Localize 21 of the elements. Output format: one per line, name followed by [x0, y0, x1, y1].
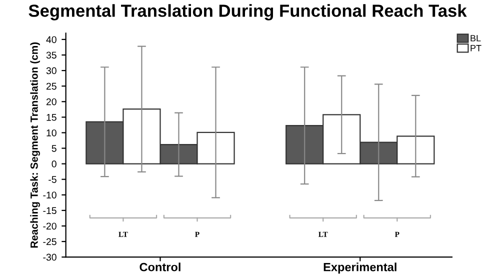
y-tick-label: -5: [48, 176, 56, 183]
chart-title: Segmental Translation During Functional Reach Task: [28, 4, 467, 20]
y-tick-label: -25: [43, 238, 56, 246]
y-tick-label: 0: [52, 160, 56, 168]
legend-label: PT: [470, 45, 482, 52]
y-tick-label: -15: [43, 207, 56, 214]
y-tick-label: 15: [46, 114, 56, 121]
y-tick-label: 40: [46, 36, 56, 44]
text: Experimental: [324, 262, 396, 274]
y-tick-label: -30: [43, 254, 56, 261]
y-tick-label: -10: [43, 192, 56, 199]
y-tick-label: 35: [46, 52, 56, 59]
y-tick-label: 20: [46, 98, 56, 106]
y-axis-title: Reaching Task: Segment Translation (cm): [30, 42, 40, 248]
y-tick-label: 5: [52, 145, 56, 152]
text: Control: [140, 262, 180, 272]
y-tick-label: 10: [46, 129, 56, 136]
y-tick-label: -20: [43, 222, 56, 230]
legend-label: BL: [470, 35, 481, 42]
y-tick-label: 25: [46, 82, 56, 90]
y-tick-label: 30: [46, 67, 56, 74]
